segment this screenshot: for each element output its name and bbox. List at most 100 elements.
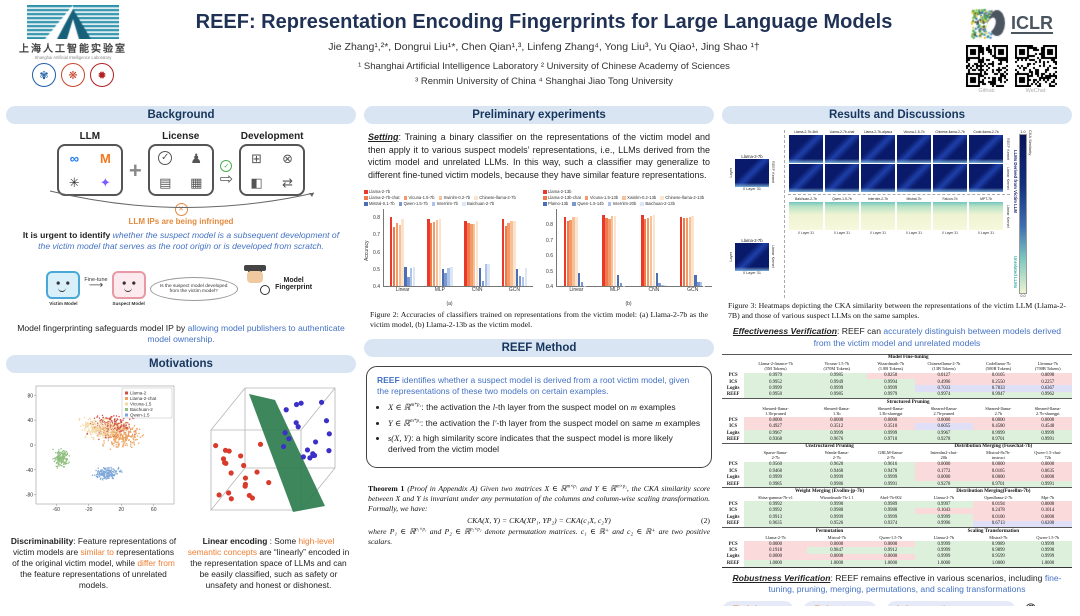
iclr-wordmark: ICLR: [1011, 13, 1053, 34]
suspect-model-label: Llama-2-7b-chat: [829, 130, 855, 134]
table-cell: 0.9999: [806, 514, 867, 521]
table-cell: 0.1043: [914, 507, 974, 515]
table-cell: 1.0000: [806, 560, 867, 568]
finetune-arrow-icon: ⟶: [88, 279, 104, 291]
table-cell: 0.9599: [973, 553, 1024, 561]
reef-method-bullets: X ∈ ℝm*p₁: the activation the l-th layer…: [377, 402, 701, 455]
bar: [441, 269, 444, 287]
table-cell: 0.0000: [806, 553, 867, 561]
table-cell: 0.9994: [866, 378, 915, 386]
wechat-qr-code: [1014, 45, 1057, 87]
suspect-robot-icon: [111, 271, 146, 300]
legend-item: Baichuan-2-13b: [640, 201, 675, 206]
bar: [679, 216, 683, 287]
bar: [652, 215, 656, 287]
theorem-statement: Theorem 1 (Proof in Appendix A) Given tw…: [368, 484, 711, 514]
table-cell: 0.9368: [744, 436, 807, 444]
cka-heatmap: [969, 164, 1003, 192]
development-label: Development: [240, 131, 304, 142]
victim-model-label: Victim Model: [49, 301, 78, 307]
cube-icon: ⊞: [251, 150, 263, 166]
table-cell: 0.9949: [806, 378, 867, 386]
table-column-header: GBLM-llama- 2-7b: [878, 450, 904, 461]
table-cell: 0.9996: [914, 520, 974, 528]
license-label: License: [162, 131, 200, 142]
bar: [641, 215, 644, 287]
victim-model-label: Llama-2-7b: [741, 237, 763, 243]
table-cell: 0.9992: [744, 501, 807, 508]
infringed-x-icon: ✕: [174, 202, 188, 216]
table-cell: 0.0100: [973, 514, 1024, 521]
suspect-model-label: Code-llama-2-7b: [973, 130, 999, 134]
table-cell: 0.3512: [806, 423, 867, 430]
bar: [501, 218, 504, 287]
table-row: Logits 0.9913 0.9999 0.9999 0.9999 0.0100 0.00…: [722, 514, 1072, 521]
section-header-results: Results and Discussions: [722, 106, 1072, 124]
table-row: ICS 0.9992 0.9988 0.9988 0.1043 0.2478 0.1014: [722, 507, 1072, 515]
table-cell: 0.9952: [744, 378, 807, 386]
bar: [398, 224, 401, 287]
table-section-header: Model Fine-tuning: [744, 353, 1072, 362]
bar: [487, 263, 490, 287]
method-bullet: X ∈ ℝm*p₁: the activation the l-th layer…: [388, 402, 701, 413]
motivation-figures: [6, 380, 356, 530]
theorem-where-clause: where P₁ ∈ ℝp₁×p₁ and P₂ ∈ ℝp₂×p₂ denote…: [368, 526, 710, 546]
table-cell: 0.4580: [973, 423, 1024, 430]
github-qr-code: [965, 45, 1008, 87]
table-cell: 0.6055: [914, 423, 974, 430]
at-reef-badge: @ REEF: [1025, 602, 1072, 606]
table-section-header: Structured Pruning: [744, 398, 1072, 407]
table-cell: 0.0000: [806, 417, 867, 424]
table-row: Logits 0.0000 0.0000 0.0000 0.9999 0.9599 0.99…: [722, 553, 1072, 561]
discriminability-text: Discriminability: Feature representation…: [10, 536, 177, 591]
table-column-header: Openllama-2-7b: [984, 494, 1013, 500]
bar: [444, 272, 447, 287]
bar: [438, 218, 442, 287]
table-cell: 0.7833: [973, 385, 1024, 392]
bar: [427, 218, 430, 287]
x-axis-label: 0 Layer 31: [977, 231, 995, 235]
legend-item: Vicuna-1.5-13b: [584, 195, 618, 200]
table-cell: 0.2550: [973, 378, 1024, 386]
y-tick-label: 0.7: [546, 237, 553, 244]
table-cell: 0.0127: [914, 372, 974, 379]
table-cell: 0.9635: [744, 520, 807, 528]
table-cell: 0.9985: [806, 391, 867, 399]
table-column-header: Sheared-llama- 1.3b-pruned: [762, 405, 789, 416]
table-cell: 0.9701: [973, 480, 1024, 488]
model-fingerprint-label: Model Fingerprint: [275, 276, 313, 291]
shuffle-icon: ⇄: [282, 174, 294, 190]
table-column-header: Sheared-llama- 1.3b-sharegpt: [877, 405, 904, 416]
bar: [447, 268, 450, 287]
table-cell: 0.9962: [1023, 391, 1072, 399]
university-seals: ✾ ❋ ✹: [32, 63, 114, 87]
table-section-header: Weight Merging (Evollm-jp-7b): [744, 487, 915, 496]
table-cell: 0.9967: [914, 429, 974, 437]
feature-badge: Inference-time Applicability: [885, 601, 1016, 606]
table-cell: 0.9999: [914, 540, 974, 548]
table-cell: 0.0000: [744, 540, 807, 548]
bar: [524, 267, 528, 287]
table-row: Logits 0.9999 0.9999 0.9999 0.0000 0.0000 0.00…: [722, 474, 1072, 481]
suspect-model-label: Suspect Model: [112, 301, 145, 307]
bar: [697, 281, 700, 287]
mistral-icon: M: [99, 150, 111, 166]
metric-name: REEF: [726, 521, 740, 527]
bar: [611, 216, 614, 287]
badge-icon: ✓: [158, 151, 173, 166]
suspect-model-label: Qwen-1.5-7b: [832, 197, 852, 201]
table-cell: 0.0000: [744, 553, 807, 561]
table-cell: 0.2257: [1023, 378, 1072, 386]
victim-cka-heatmap: [735, 242, 769, 271]
bar: [658, 283, 661, 287]
table-cell: 0.9990: [806, 501, 867, 508]
x-tick-label: GCN: [687, 287, 699, 294]
cka-heatmap: [789, 202, 823, 230]
table-cell: 0.0000: [973, 417, 1024, 424]
cka-heatmap: [825, 202, 859, 230]
bar: [510, 221, 513, 287]
table-cell: 0.9912: [866, 547, 915, 554]
table-column-header: Wizardmath-7b-1.1: [819, 494, 854, 500]
affiliation-line-1: ¹ Shanghai Artificial Intelligence Labor…: [358, 61, 730, 72]
table-section-header: Permutation: [744, 527, 915, 535]
